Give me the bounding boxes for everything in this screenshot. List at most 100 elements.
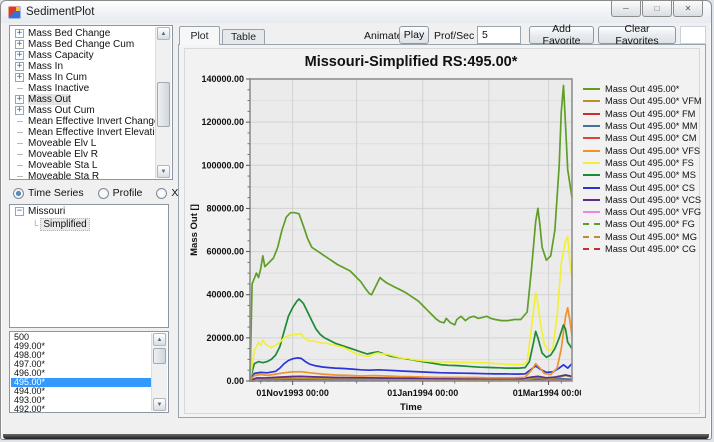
tree-item[interactable]: + Mass Capacity — [11, 50, 155, 61]
y-tick-label: 80000.00 — [206, 203, 244, 213]
radio-time-series[interactable]: Time Series — [13, 187, 84, 199]
radio-circle-icon[interactable] — [13, 187, 24, 199]
play-button[interactable]: Play — [399, 26, 429, 44]
legend-label: Mass Out 495.00* FM — [605, 108, 696, 119]
legend-label: Mass Out 495.00* — [605, 84, 680, 95]
leaf-dash-icon — [17, 121, 23, 122]
prof-sec-input[interactable] — [477, 26, 521, 44]
rs-list-item[interactable]: 495.00* — [11, 378, 151, 387]
close-button[interactable]: ✕ — [673, 1, 703, 17]
series-line — [249, 374, 573, 382]
expand-icon[interactable]: + — [15, 28, 24, 38]
radio-circle-icon[interactable] — [97, 187, 109, 199]
y-tick-label: 60000.00 — [206, 247, 244, 257]
river-tree-child[interactable]: └ Simplified — [10, 218, 168, 231]
tree-item[interactable]: + Mass Out Cum — [11, 105, 155, 116]
expand-icon[interactable]: + — [15, 61, 24, 71]
x-tick-label: 01Jan1994 00:00 — [387, 388, 458, 398]
x-axis-title: Time — [400, 402, 422, 411]
expand-icon[interactable]: + — [15, 50, 24, 60]
rs-list-item[interactable]: 494.00* — [14, 386, 46, 396]
clear-favorites-button[interactable]: Clear Favorites — [598, 23, 676, 47]
tree-item[interactable]: Mass Inactive — [11, 83, 155, 94]
tree-item[interactable]: Moveable Sta R — [11, 171, 155, 179]
rs-list-item[interactable]: 493.00* — [14, 395, 46, 405]
scrollbar-thumb[interactable] — [157, 82, 170, 127]
tree-item[interactable]: Moveable Elv R — [11, 149, 155, 160]
chart-title: Missouri-Simplified RS:495.00* — [305, 54, 518, 70]
add-favorite-button[interactable]: Add Favorite — [529, 23, 594, 47]
legend-swatch — [583, 88, 600, 91]
minimize-button[interactable]: ─ — [611, 1, 641, 17]
river-tree-root[interactable]: − Missouri — [10, 205, 168, 218]
leaf-dash-icon — [17, 165, 23, 166]
scroll-up-icon[interactable]: ▲ — [153, 333, 166, 346]
scroll-up-icon[interactable]: ▲ — [157, 27, 170, 40]
legend-swatch — [583, 149, 600, 152]
radio-label: Profile — [112, 187, 143, 199]
expand-icon[interactable]: + — [15, 72, 24, 82]
maximize-button[interactable]: □ — [642, 1, 672, 17]
scroll-down-icon[interactable]: ▼ — [153, 398, 166, 411]
legend-swatch — [583, 125, 600, 128]
tree-item-label: Mass Out Cum — [28, 105, 95, 116]
y-tick-label: 40000.00 — [206, 290, 244, 300]
tree-item[interactable]: Mean Effective Invert Elevation — [11, 127, 166, 138]
series-line — [249, 84, 573, 380]
legend-label: Mass Out 495.00* VFS — [605, 145, 701, 156]
legend-item: Mass Out 495.00* MS — [583, 169, 702, 181]
collapse-icon[interactable]: − — [15, 206, 24, 216]
legend-swatch — [583, 223, 600, 226]
expand-icon[interactable]: + — [15, 105, 24, 115]
y-tick-label: 20000.00 — [206, 333, 244, 343]
rs-list-item[interactable]: 496.00* — [14, 368, 46, 378]
tree-item[interactable]: Moveable Elv L — [11, 138, 155, 149]
legend-label: Mass Out 495.00* VFM — [605, 96, 702, 107]
expand-icon[interactable]: + — [15, 94, 24, 104]
radio-profile[interactable]: Profile — [97, 187, 143, 199]
legend-swatch — [583, 248, 600, 250]
tab-plot[interactable]: Plot — [179, 26, 220, 45]
variables-tree-scrollbar[interactable]: ▲ ▼ — [155, 27, 171, 178]
series-line — [249, 306, 573, 382]
rs-list-item[interactable]: 497.00* — [14, 359, 46, 369]
rs-list-item[interactable]: 492.00* — [14, 404, 46, 413]
tree-item-label: Moveable Sta L — [28, 160, 98, 171]
tree-item[interactable]: Mean Effective Invert Change — [11, 116, 160, 127]
window-title: SedimentPlot — [26, 6, 95, 18]
tree-item[interactable]: + Mass In Cum — [11, 72, 155, 83]
expand-icon[interactable]: + — [15, 39, 24, 49]
legend-label: Mass Out 495.00* FS — [605, 157, 694, 168]
legend-swatch — [583, 100, 600, 103]
legend-item: Mass Out 495.00* VFG — [583, 206, 702, 218]
tree-item[interactable]: Moveable Sta L — [11, 160, 155, 171]
favorites-box[interactable] — [680, 26, 706, 44]
tree-item[interactable]: + Mass Bed Change — [11, 28, 155, 39]
legend-item: Mass Out 495.00* FM — [583, 108, 702, 120]
legend-item: Mass Out 495.00* CG — [583, 243, 702, 255]
chart-svg: 0.00 20000.00 40000.00 60000.00 80000.00 1000… — [189, 54, 584, 413]
legend-label: Mass Out 495.00* FG — [605, 219, 695, 230]
tree-item[interactable]: + Mass Bed Change Cum — [11, 39, 155, 50]
tab-table[interactable]: Table — [222, 29, 265, 45]
rs-list-scrollbar[interactable]: ▲ ▼ — [151, 333, 167, 411]
scroll-down-icon[interactable]: ▼ — [157, 165, 170, 178]
legend-item: Mass Out 495.00* VFS — [583, 144, 702, 156]
tree-item[interactable]: + Mass In — [11, 61, 155, 72]
rs-list-item[interactable]: 499.00* — [14, 341, 46, 351]
tree-item-label: Mean Effective Invert Change — [28, 116, 160, 127]
legend-item: Mass Out 495.00* VCS — [583, 194, 702, 206]
reach-name: Simplified — [40, 218, 90, 231]
scrollbar-thumb[interactable] — [153, 348, 166, 364]
radio-circle-icon[interactable] — [156, 187, 168, 199]
tree-item-label: Moveable Elv L — [28, 138, 97, 149]
rs-list-item[interactable]: 500 — [14, 332, 30, 342]
rs-list-item[interactable]: 498.00* — [14, 350, 46, 360]
legend-swatch — [583, 112, 600, 115]
leaf-dash-icon — [17, 132, 23, 133]
variables-tree: + Mass Bed Change + Mass Bed Change Cum + Mas… — [9, 25, 173, 180]
title-bar[interactable]: SedimentPlot — [1, 1, 711, 23]
radio-label: Time Series — [28, 187, 84, 199]
tree-item-label: Mass In — [28, 61, 64, 72]
tree-item[interactable]: + Mass Out — [11, 94, 155, 105]
